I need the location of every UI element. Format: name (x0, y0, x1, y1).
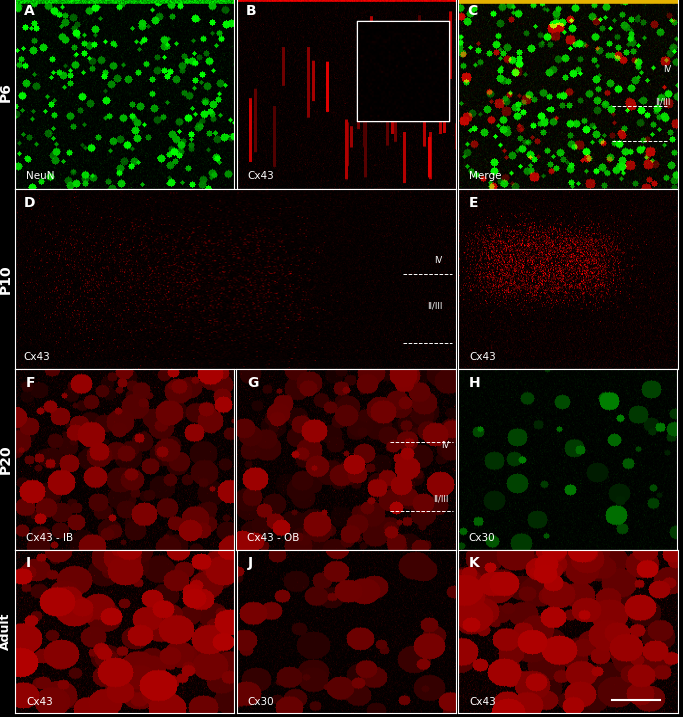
Text: Cx30: Cx30 (469, 533, 495, 543)
Text: Cx43 - OB: Cx43 - OB (247, 533, 300, 543)
Text: P6: P6 (0, 82, 12, 103)
Text: Cx43: Cx43 (24, 352, 51, 362)
Text: H: H (469, 376, 480, 391)
Text: NeuN: NeuN (26, 171, 55, 181)
Text: Cx43: Cx43 (469, 352, 496, 362)
Text: II/III: II/III (428, 302, 443, 310)
Text: IV: IV (434, 257, 443, 265)
Text: J: J (247, 556, 253, 571)
Text: IV: IV (663, 65, 671, 74)
Text: Adult: Adult (0, 613, 12, 650)
Text: C: C (467, 4, 477, 18)
Text: Cx30: Cx30 (247, 697, 274, 707)
Text: K: K (469, 556, 479, 571)
Text: D: D (24, 196, 36, 210)
Text: Cx43 - IB: Cx43 - IB (26, 533, 73, 543)
Text: P20: P20 (0, 445, 12, 475)
Text: Cx43: Cx43 (247, 171, 275, 181)
Text: F: F (26, 376, 36, 391)
Text: II/III: II/III (434, 495, 449, 504)
Text: Cx43: Cx43 (26, 697, 53, 707)
Text: Cx43: Cx43 (469, 697, 496, 707)
Bar (357, 22, 449, 121)
Text: IV: IV (441, 441, 449, 450)
Text: II/III: II/III (656, 98, 671, 107)
Text: E: E (469, 196, 479, 210)
Text: G: G (247, 376, 259, 391)
Text: P10: P10 (0, 264, 12, 294)
Text: Merge: Merge (469, 171, 501, 181)
Text: I: I (26, 556, 31, 571)
Text: B: B (245, 4, 256, 18)
Text: A: A (24, 4, 35, 18)
